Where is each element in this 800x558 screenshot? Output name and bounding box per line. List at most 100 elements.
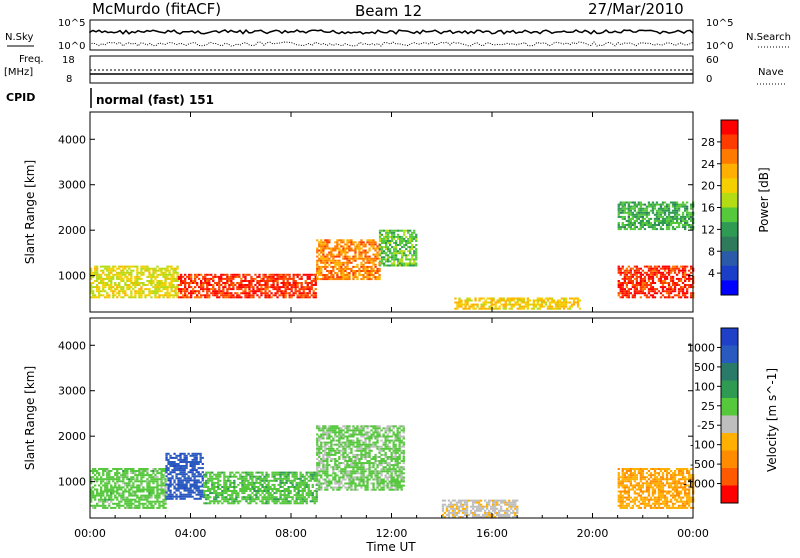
power-cell — [632, 274, 634, 276]
power-cell — [194, 286, 196, 288]
velocity-cell — [358, 446, 360, 448]
power-cell — [244, 296, 246, 298]
power-cell — [138, 290, 140, 292]
power-cell — [256, 282, 258, 284]
velocity-cell — [188, 477, 190, 479]
velocity-cell — [318, 481, 320, 483]
power-cell — [356, 264, 358, 266]
power-cell — [630, 224, 632, 226]
power-cell — [136, 292, 138, 294]
velocity-cell — [284, 472, 286, 474]
velocity-cell — [346, 427, 348, 429]
power-cell — [295, 292, 297, 294]
power-cell — [652, 276, 654, 278]
power-cell — [340, 266, 342, 268]
velocity-cell — [257, 478, 259, 480]
power-cell — [690, 278, 692, 280]
power-cell — [168, 266, 170, 268]
power-cell — [622, 212, 624, 214]
power-cell — [242, 286, 244, 288]
velocity-cell — [376, 483, 378, 485]
power-cell — [660, 292, 662, 294]
velocity-cell — [245, 496, 247, 498]
power-cell — [182, 282, 184, 284]
velocity-cell — [324, 427, 326, 429]
velocity-cell — [235, 472, 237, 474]
velocity-cell — [241, 498, 243, 500]
velocity-cell — [205, 476, 207, 478]
nsky-label: N.Sky — [5, 32, 33, 43]
power-cell — [565, 298, 567, 300]
power-cell — [662, 276, 664, 278]
velocity-cell — [273, 500, 275, 502]
velocity-cell — [223, 484, 225, 486]
velocity-cell — [314, 472, 316, 474]
velocity-cell — [298, 484, 300, 486]
velocity-cell — [284, 490, 286, 492]
power-cell — [387, 230, 389, 232]
power-cell — [248, 296, 250, 298]
velocity-cell — [100, 480, 102, 482]
power-colorbar-swatch — [721, 193, 738, 208]
power-cell — [456, 304, 458, 306]
power-cell — [523, 300, 525, 302]
power-cell — [240, 286, 242, 288]
power-cell — [666, 206, 668, 208]
power-cell — [668, 204, 670, 206]
velocity-cell — [296, 484, 298, 486]
power-cell — [480, 304, 482, 306]
velocity-cell — [326, 460, 328, 462]
velocity-cell — [257, 492, 259, 494]
power-cell — [543, 306, 545, 308]
power-cell — [98, 278, 100, 280]
power-cell — [238, 274, 240, 276]
power-cell — [636, 282, 638, 284]
velocity-cell — [233, 480, 235, 482]
velocity-cell — [338, 466, 340, 468]
velocity-cell — [263, 496, 265, 498]
velocity-cell — [104, 507, 106, 509]
power-cell — [688, 278, 690, 280]
velocity-cell — [342, 485, 344, 487]
velocity-cell — [344, 464, 346, 466]
power-cell — [154, 294, 156, 296]
velocity-cell — [354, 479, 356, 481]
velocity-cell — [100, 505, 102, 507]
velocity-cell — [282, 478, 284, 480]
velocity-cell — [318, 472, 320, 474]
velocity-cell — [362, 462, 364, 464]
power-cell — [527, 298, 529, 300]
power-cell — [415, 250, 417, 252]
velocity-cell — [122, 493, 124, 495]
power-cell — [676, 282, 678, 284]
velocity-cell — [154, 474, 156, 476]
power-cell — [324, 258, 326, 260]
power-cell — [266, 292, 268, 294]
velocity-cell — [167, 459, 169, 461]
power-cell — [340, 245, 342, 247]
velocity-cell — [177, 484, 179, 486]
power-cell — [170, 266, 172, 268]
velocity-cell — [171, 469, 173, 471]
power-cell — [238, 282, 240, 284]
power-cell — [624, 216, 626, 218]
velocity-cell — [179, 453, 181, 455]
velocity-cell — [104, 482, 106, 484]
power-cell — [511, 300, 513, 302]
velocity-cell — [251, 496, 253, 498]
power-cell — [210, 274, 212, 276]
power-cell — [218, 292, 220, 294]
power-cell — [493, 298, 495, 300]
power-cell — [176, 266, 178, 268]
velocity-cell — [202, 457, 204, 459]
velocity-cell — [148, 486, 150, 488]
power-cell — [358, 245, 360, 247]
power-cell — [630, 202, 632, 204]
power-cell — [212, 292, 214, 294]
power-cell — [385, 246, 387, 248]
power-cell — [156, 286, 158, 288]
power-cell — [370, 239, 372, 241]
velocity-cell — [332, 458, 334, 460]
velocity-cell — [126, 499, 128, 501]
velocity-cell — [211, 482, 213, 484]
